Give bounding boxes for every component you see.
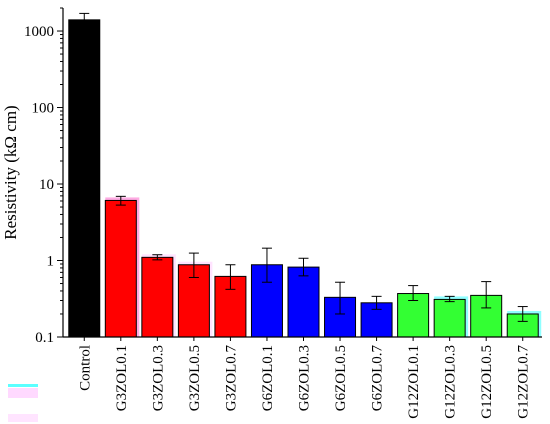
- x-tick-label-g6zol0-7: G6ZOL0.7: [370, 345, 386, 412]
- y-tick-label: 10: [39, 177, 54, 193]
- legend-swatches-layer: [8, 384, 38, 422]
- legend-swatch-cyan: [8, 384, 38, 387]
- x-tick-label-g12zol0-5: G12ZOL0.5: [479, 345, 495, 419]
- x-tick-label-g12zol0-7: G12ZOL0.7: [516, 345, 532, 419]
- x-tick-label-g3zol0-7: G3ZOL0.7: [223, 345, 239, 412]
- bar-control: [68, 19, 101, 338]
- labels-layer: Control G3ZOL0.1 G3ZOL0.3 G3ZOL0.5 G3ZOL0.7 G…: [1, 24, 532, 419]
- y-tick-label: 1: [47, 254, 55, 270]
- bars-layer: [68, 19, 542, 338]
- y-tick-label: 1000: [24, 24, 54, 40]
- bar-g12zol0-3: [433, 298, 466, 338]
- legend-swatch-pink-lower: [8, 414, 38, 422]
- axes-layer: [57, 7, 542, 341]
- y-axis-title: Resistivity (kΩ cm): [1, 105, 20, 239]
- x-tick-label-g6zol0-1: G6ZOL0.1: [260, 345, 276, 411]
- bar-g3zol0-1: [104, 199, 137, 338]
- x-tick-label-g6zol0-5: G6ZOL0.5: [333, 345, 349, 411]
- bar-g3zol0-3: [141, 256, 174, 338]
- x-tick-label-g6zol0-3: G6ZOL0.3: [297, 345, 313, 411]
- x-tick-label-g12zol0-3: G12ZOL0.3: [443, 345, 459, 419]
- legend-swatch-pink: [8, 388, 38, 398]
- x-tick-label-control: Control: [77, 345, 93, 391]
- bar-g6zol0-3: [287, 266, 320, 338]
- y-tick-label: 100: [32, 101, 55, 117]
- x-tick-label-g3zol0-3: G3ZOL0.3: [150, 345, 166, 411]
- x-tick-label-g12zol0-1: G12ZOL0.1: [406, 345, 422, 419]
- error-bars-layer: [79, 12, 528, 322]
- x-tick-label-g3zol0-1: G3ZOL0.1: [114, 345, 130, 411]
- x-tick-label-g3zol0-5: G3ZOL0.5: [187, 345, 203, 411]
- y-tick-label: 0.1: [35, 330, 54, 346]
